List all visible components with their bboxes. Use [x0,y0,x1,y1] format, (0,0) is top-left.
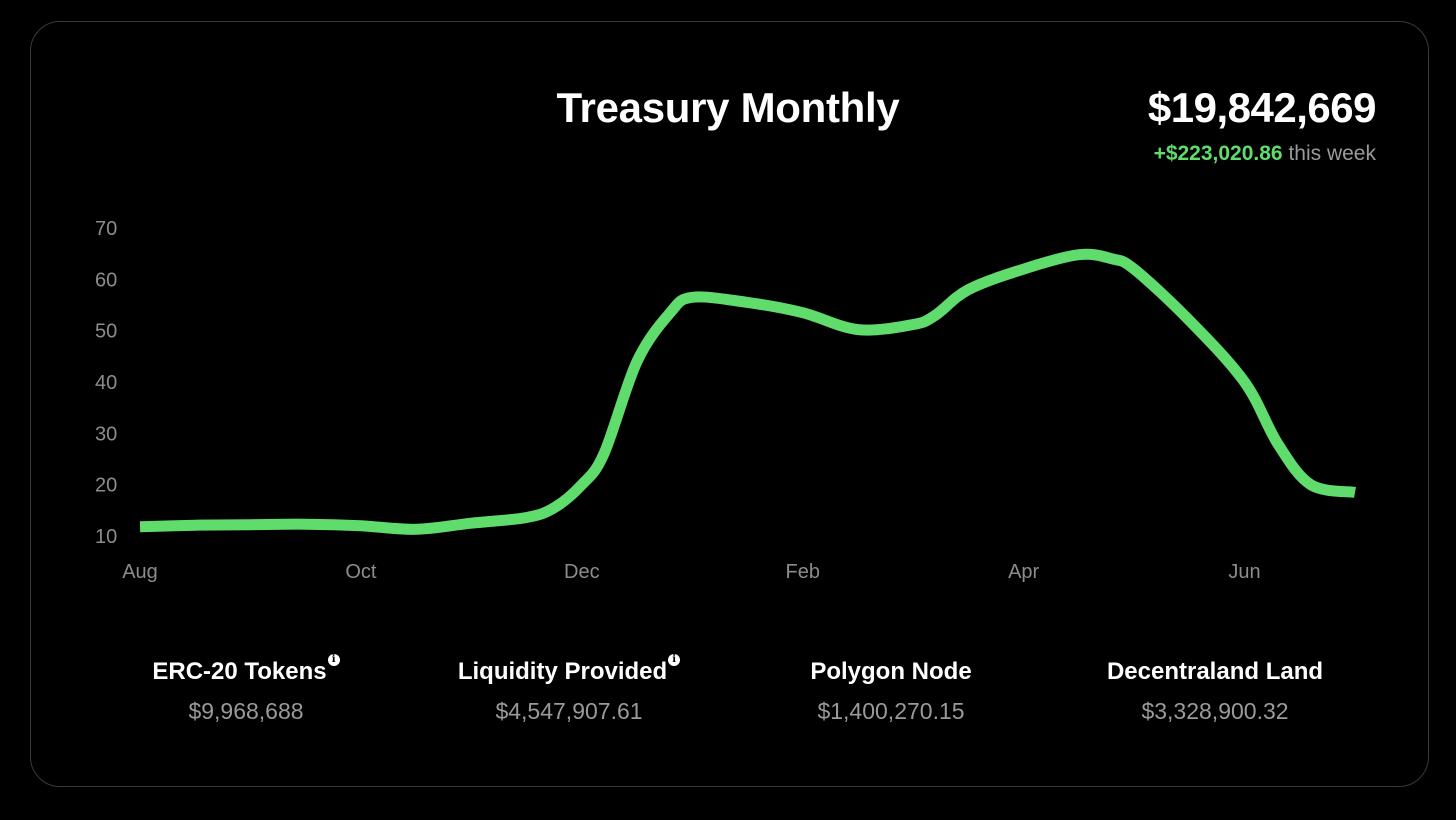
stat-value: $4,547,907.61 [495,698,643,724]
stat-value: $1,400,270.15 [817,698,965,724]
x-tick-label: Dec [564,561,600,583]
weekly-change: +$223,020.86 this week [1154,142,1376,166]
treasury-card [30,21,1429,787]
weekly-change-suffix: this week [1288,142,1376,165]
series-line [139,248,1356,535]
stat-label: ERC-20 Tokens [152,658,327,685]
y-tick-label: 20 [95,475,117,497]
y-tick-label: 10 [95,526,117,548]
stat-decentraland-land: Decentraland Land $3,328,900.32 [1055,658,1375,725]
x-tick-label: Apr [1008,561,1039,583]
stat-label: Decentraland Land [1106,658,1324,685]
stat-label: Liquidity Provided [457,658,668,685]
y-tick-label: 70 [95,218,117,240]
weekly-change-value: +$223,020.86 [1153,142,1283,165]
stat-value: $9,968,688 [188,698,304,724]
info-icon[interactable]: i [327,654,340,666]
treasury-line-chart: 10 20 30 40 50 60 70 Aug Oct Dec Feb Apr Jun [95,218,1356,583]
info-icon[interactable]: i [668,654,681,666]
chart-title: Treasury Monthly [556,84,900,131]
x-tick-label: Jun [1228,561,1260,583]
x-tick-label: Oct [345,561,377,583]
stat-erc20-tokens: ERC-20 Tokens i $9,968,688 [86,654,406,725]
stat-polygon-node: Polygon Node $1,400,270.15 [731,658,1051,725]
y-tick-label: 30 [95,423,117,445]
x-tick-label: Aug [122,561,158,583]
y-tick-label: 60 [95,269,117,291]
stat-liquidity-provided: Liquidity Provided i $4,547,907.61 [409,654,729,725]
y-tick-label: 50 [95,321,117,343]
stat-label: Polygon Node [810,658,972,685]
x-tick-label: Feb [785,561,819,583]
y-tick-label: 40 [95,372,117,394]
stat-value: $3,328,900.32 [1141,698,1289,724]
total-value: $19,842,669 [1147,84,1377,131]
